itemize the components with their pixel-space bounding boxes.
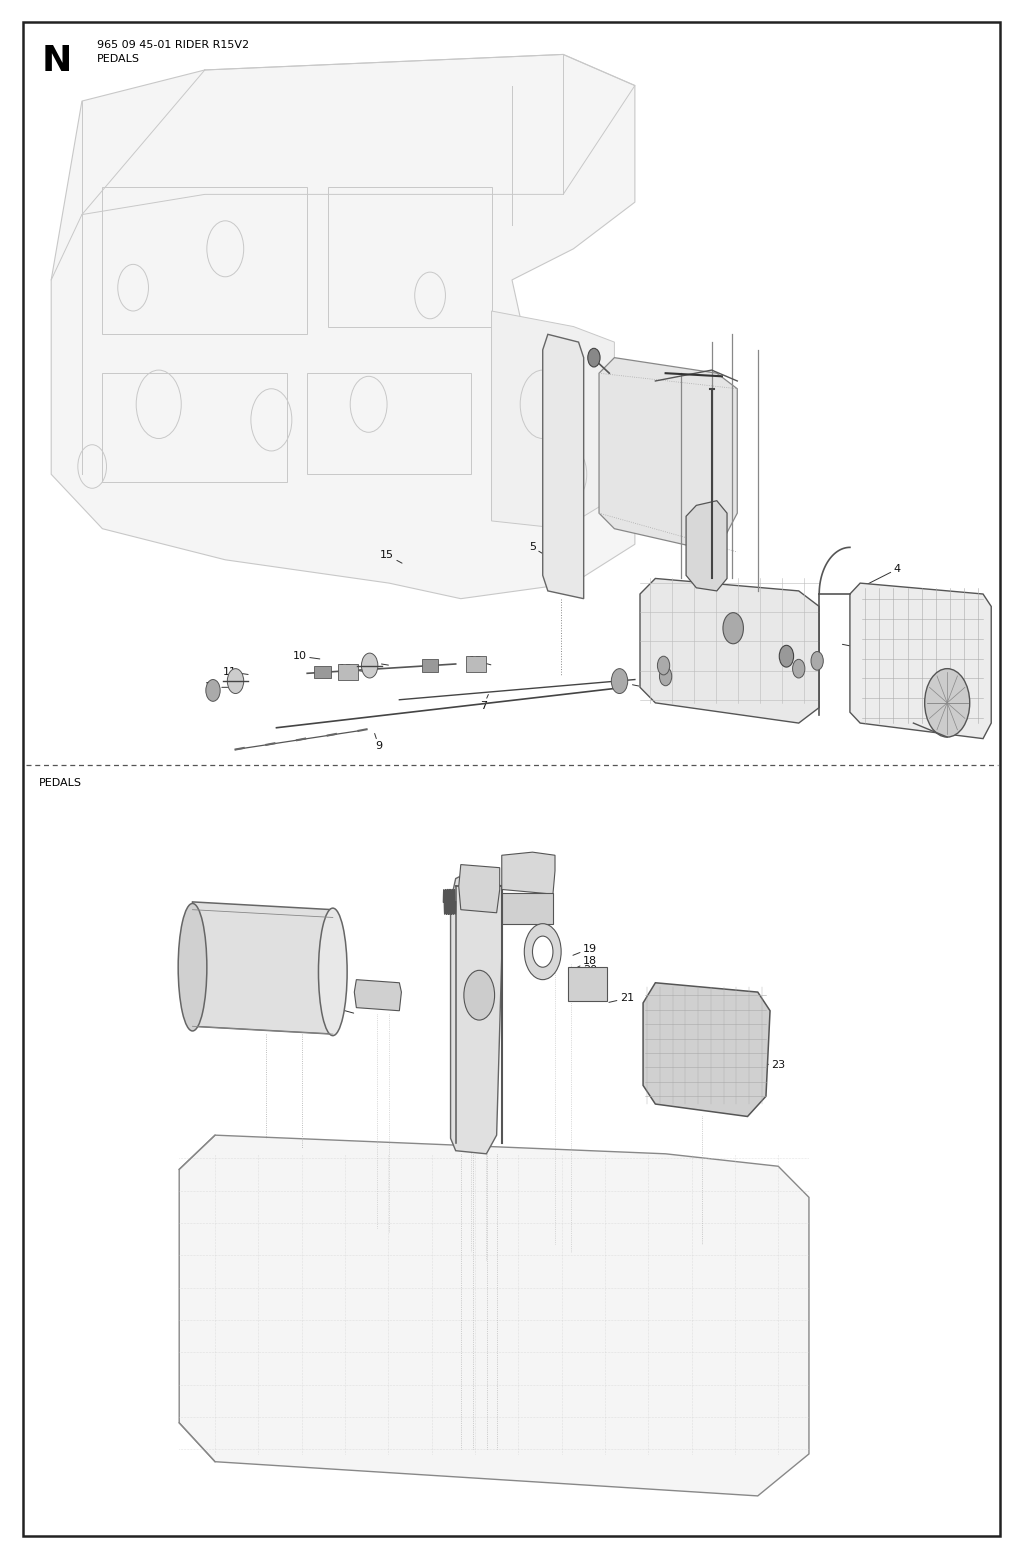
Circle shape bbox=[361, 653, 378, 678]
Polygon shape bbox=[451, 871, 502, 1154]
Text: 19: 19 bbox=[573, 944, 597, 955]
Circle shape bbox=[925, 669, 970, 737]
Bar bbox=[502, 893, 553, 924]
Text: 20: 20 bbox=[573, 966, 597, 977]
Circle shape bbox=[611, 669, 628, 694]
Text: 23: 23 bbox=[763, 1061, 785, 1070]
Text: N: N bbox=[41, 44, 72, 78]
Text: 15: 15 bbox=[380, 550, 402, 563]
Text: 8: 8 bbox=[633, 683, 648, 692]
Polygon shape bbox=[686, 501, 727, 591]
Text: 22: 22 bbox=[327, 1003, 353, 1014]
Text: 2: 2 bbox=[929, 673, 966, 697]
Text: 13: 13 bbox=[339, 664, 362, 673]
Bar bbox=[422, 659, 438, 672]
Polygon shape bbox=[179, 1135, 809, 1496]
Text: 3: 3 bbox=[843, 644, 873, 655]
Circle shape bbox=[793, 659, 805, 678]
Text: 4: 4 bbox=[862, 564, 900, 586]
Circle shape bbox=[723, 613, 743, 644]
Polygon shape bbox=[640, 578, 819, 723]
Text: 7: 7 bbox=[480, 695, 488, 711]
Circle shape bbox=[659, 667, 672, 686]
Polygon shape bbox=[459, 865, 500, 913]
Bar bbox=[568, 967, 607, 1001]
Text: 3: 3 bbox=[800, 648, 820, 658]
Polygon shape bbox=[850, 583, 991, 739]
Text: 18: 18 bbox=[573, 956, 597, 969]
Polygon shape bbox=[492, 311, 614, 529]
Text: 5: 5 bbox=[529, 543, 551, 558]
Polygon shape bbox=[502, 852, 555, 894]
Text: 24: 24 bbox=[247, 953, 272, 969]
Bar bbox=[314, 666, 331, 678]
Text: 6: 6 bbox=[761, 644, 777, 653]
Circle shape bbox=[227, 669, 244, 694]
Text: 16: 16 bbox=[571, 970, 597, 983]
Text: 17: 17 bbox=[464, 978, 478, 992]
Circle shape bbox=[588, 348, 600, 367]
Text: PEDALS: PEDALS bbox=[39, 778, 82, 787]
Text: 12: 12 bbox=[706, 622, 720, 634]
Text: PEDALS: PEDALS bbox=[97, 54, 140, 64]
Text: 13: 13 bbox=[469, 656, 490, 666]
Bar bbox=[338, 664, 358, 680]
Circle shape bbox=[779, 645, 794, 667]
Circle shape bbox=[657, 656, 670, 675]
Polygon shape bbox=[599, 358, 737, 552]
Text: 11: 11 bbox=[365, 658, 388, 667]
Polygon shape bbox=[543, 334, 584, 599]
Text: 965 09 45-01 RIDER R15V2: 965 09 45-01 RIDER R15V2 bbox=[97, 40, 250, 50]
Polygon shape bbox=[643, 983, 770, 1116]
Polygon shape bbox=[193, 902, 333, 1034]
Text: 14: 14 bbox=[554, 561, 568, 585]
Ellipse shape bbox=[318, 908, 347, 1036]
Circle shape bbox=[811, 652, 823, 670]
Text: 12: 12 bbox=[205, 683, 227, 692]
Text: 10: 10 bbox=[293, 652, 319, 661]
Ellipse shape bbox=[178, 903, 207, 1031]
Polygon shape bbox=[354, 980, 401, 1011]
Polygon shape bbox=[51, 54, 635, 599]
Text: 21: 21 bbox=[609, 994, 634, 1003]
Text: 9: 9 bbox=[375, 734, 382, 751]
Circle shape bbox=[206, 680, 220, 701]
Bar bbox=[466, 656, 486, 672]
Text: 11: 11 bbox=[222, 667, 248, 676]
Text: 1: 1 bbox=[944, 624, 981, 650]
Ellipse shape bbox=[464, 970, 495, 1020]
